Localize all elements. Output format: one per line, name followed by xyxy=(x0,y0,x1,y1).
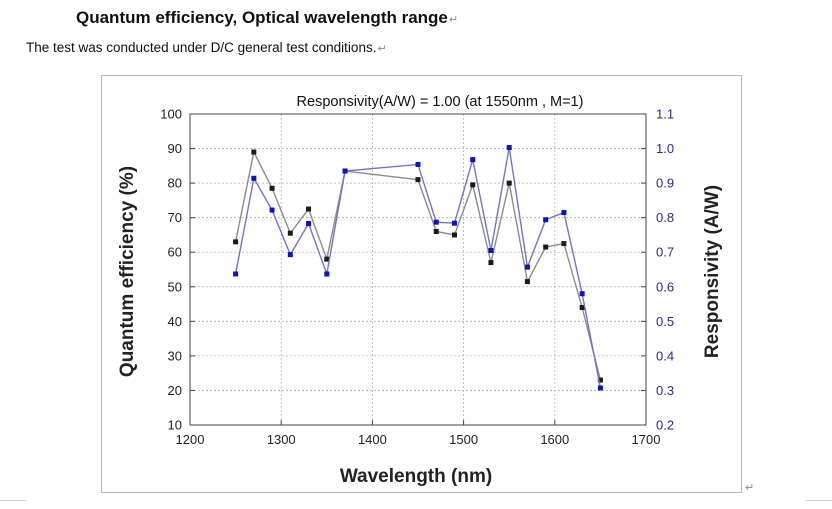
responsivity-line xyxy=(234,147,602,389)
y2-tick-label: 0.5 xyxy=(656,314,674,329)
responsivity-point xyxy=(287,252,293,258)
grid-layer xyxy=(190,114,646,425)
qe-point xyxy=(415,177,421,183)
qe-point xyxy=(561,241,567,247)
qe-point xyxy=(597,377,603,383)
x-tick-label: 1600 xyxy=(540,432,569,447)
chart-title: Responsivity(A/W) = 1.00 (at 1550nm , M=… xyxy=(297,94,584,110)
y2-tick-label: 0.8 xyxy=(656,210,674,225)
responsivity-point xyxy=(524,264,530,270)
x-tick-label: 1500 xyxy=(449,432,478,447)
responsivity-point xyxy=(433,219,439,225)
x-axis-title: Wavelength (nm) xyxy=(340,466,492,487)
qe-point xyxy=(470,182,476,188)
y2-tick-label: 0.6 xyxy=(656,279,674,294)
responsivity-point xyxy=(451,220,457,226)
responsivity-point xyxy=(251,175,257,181)
document-title: Quantum efficiency, Optical wavelength r… xyxy=(76,8,459,27)
y-tick-label: 90 xyxy=(168,141,182,156)
qe-point xyxy=(506,180,512,186)
y2-axis-title: Responsivity (A/W) xyxy=(702,185,723,358)
qe-point xyxy=(269,185,275,191)
y-tick-label: 80 xyxy=(168,176,182,191)
y-tick-label: 60 xyxy=(168,245,182,260)
qe-point xyxy=(306,206,312,212)
responsivity-point xyxy=(324,271,330,277)
responsivity-point xyxy=(342,168,348,174)
responsivity-point xyxy=(470,157,476,163)
y2-tick-label: 0.7 xyxy=(656,245,674,260)
qe-point xyxy=(524,279,530,285)
qe-point xyxy=(543,244,549,250)
page-edge-right xyxy=(806,500,832,501)
y2-tick-label: 0.4 xyxy=(656,348,674,363)
responsivity-point xyxy=(233,271,239,277)
y-axis-title: Quantum efficiency (%) xyxy=(117,166,138,377)
y-tick-label: 20 xyxy=(168,383,182,398)
responsivity-point xyxy=(579,291,585,297)
qe-point xyxy=(251,149,257,155)
page-edge-left xyxy=(0,500,26,501)
responsivity-point xyxy=(561,209,567,215)
x-tick-label: 1200 xyxy=(176,432,205,447)
qe-point xyxy=(324,256,330,262)
document-subtitle: The test was conducted under D/C general… xyxy=(26,40,387,55)
y-tick-label: 70 xyxy=(168,210,182,225)
y2-tick-label: 0.2 xyxy=(656,418,674,433)
series-layer xyxy=(233,145,603,391)
y2-tick-label: 0.3 xyxy=(656,383,674,398)
qe-point xyxy=(488,260,494,266)
responsivity-point xyxy=(306,221,312,227)
paragraph-mark-icon: ↵ xyxy=(377,43,387,55)
y-tick-label: 100 xyxy=(160,107,182,122)
qe-line xyxy=(234,149,602,381)
responsivity-point xyxy=(415,161,421,167)
y-tick-label: 40 xyxy=(168,314,182,329)
qe-point xyxy=(451,232,457,238)
y-tick-label: 10 xyxy=(168,418,182,433)
y-tick-label: 50 xyxy=(168,279,182,294)
responsivity-point xyxy=(488,247,494,253)
responsivity-point xyxy=(597,385,603,391)
qe-point xyxy=(433,228,439,234)
x-tick-label: 1700 xyxy=(632,432,661,447)
plot-border xyxy=(189,113,647,426)
y-tick-label: 30 xyxy=(168,348,182,363)
y2-tick-label: 1.0 xyxy=(656,141,674,156)
x-tick-label: 1400 xyxy=(358,432,387,447)
responsivity-point xyxy=(543,217,549,223)
responsivity-point xyxy=(269,207,275,213)
responsivity-point xyxy=(506,145,512,151)
x-tick-label: 1300 xyxy=(267,432,296,447)
y2-tick-label: 1.1 xyxy=(656,107,674,122)
qe-point xyxy=(287,230,293,236)
qe-point xyxy=(579,305,585,311)
y2-tick-label: 0.9 xyxy=(656,176,674,191)
paragraph-mark-icon: ↵ xyxy=(448,14,459,26)
chart-frame xyxy=(101,75,742,493)
tick-layer: 1200 1300 1400 1500 1600 1700 10 20 30 40 50 60 70 80… xyxy=(160,107,674,448)
paragraph-mark-icon: ↵ xyxy=(745,482,755,494)
qe-point xyxy=(233,239,239,245)
